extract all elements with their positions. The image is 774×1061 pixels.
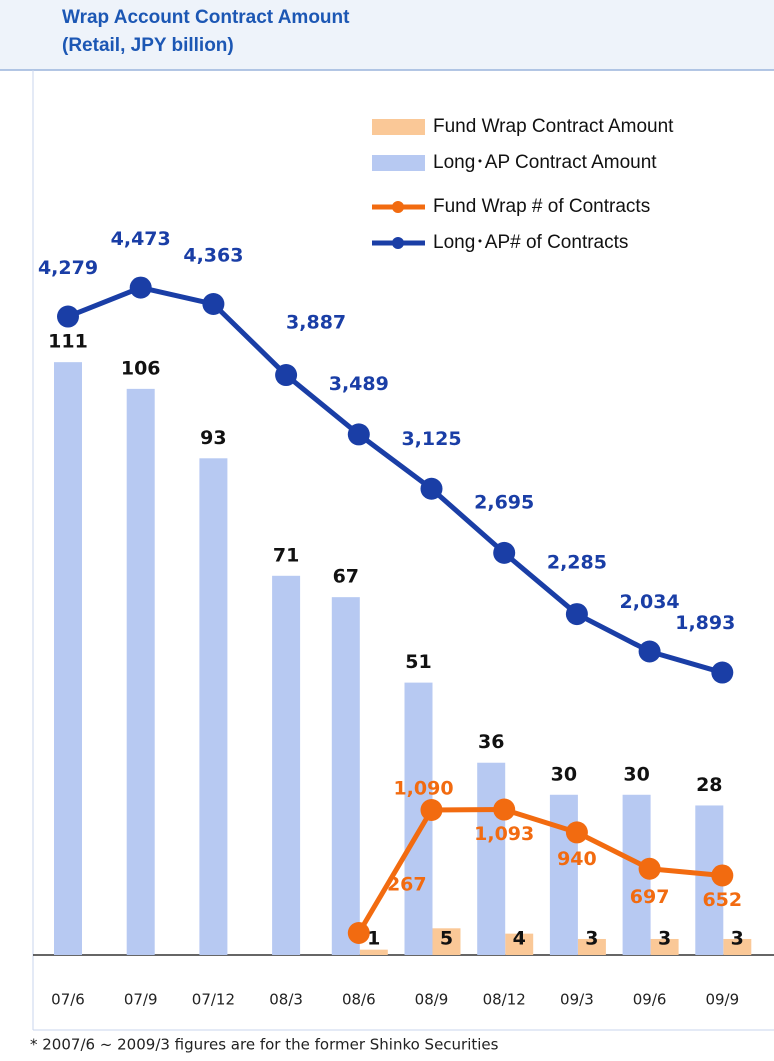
point [420,798,443,821]
x-tick-label: 08/3 [269,991,303,1009]
legend-label: Fund Wrap # of Contracts [433,196,650,217]
x-tick-label: 08/12 [483,991,526,1009]
x-tick-label: 09/3 [560,991,594,1009]
data-label: 4,473 [111,228,171,250]
data-label: 3 [731,928,744,950]
data-label: 697 [630,886,670,908]
data-label: 2,695 [474,491,534,513]
x-tick-label: 09/9 [705,991,739,1009]
data-label: 3 [658,928,671,950]
data-label: 4,363 [183,245,243,267]
line [356,807,723,935]
bar [331,597,360,955]
data-label: 2,034 [620,591,680,613]
x-tick-label: 09/6 [633,991,667,1009]
point [493,541,516,564]
data-label: 51 [405,651,431,673]
point [347,922,370,945]
point [565,821,588,844]
data-label: 267 [387,874,427,896]
x-tick-label: 08/9 [415,991,449,1009]
header-band [0,0,774,70]
point [638,640,661,663]
point [347,423,370,446]
data-label: 106 [121,357,161,379]
legend-swatch [392,201,404,213]
footnote: * 2007/6 ~ 2009/3 figures are for the fo… [30,1036,499,1054]
data-label: 36 [478,731,504,753]
bar [505,933,534,955]
data-label: 940 [557,848,597,870]
point [202,293,225,316]
bar [723,938,752,955]
bar [199,458,228,955]
point [638,857,661,880]
data-label: 30 [551,763,577,785]
point [57,305,79,328]
data-label: 3,125 [401,428,461,450]
data-label: 30 [623,763,649,785]
x-tick-label: 07/9 [124,991,158,1009]
line [67,285,723,675]
point [711,864,734,887]
data-label: 71 [273,544,299,566]
data-label: 1,893 [675,612,735,634]
chart-subtitle: (Retail, JPY billion) [62,35,234,56]
x-tick-label: 07/12 [192,991,235,1009]
bar [432,928,461,955]
point [711,661,734,684]
data-label: 3,489 [329,373,389,395]
legend-swatch [372,119,425,135]
bar [549,794,578,955]
point [565,603,588,626]
bar [650,938,679,955]
bar [477,762,506,955]
data-label: 3 [585,928,598,950]
point [420,477,443,500]
data-label: 2,285 [547,552,607,574]
data-label: 3,887 [286,312,346,334]
data-label: 93 [200,427,226,449]
bar [126,388,155,955]
x-tick-label: 08/6 [342,991,376,1009]
data-label: 1,093 [474,823,534,845]
data-label: 67 [333,566,359,588]
legend-label: Long･AP Contract Amount [433,152,657,173]
legend-label: Long･AP# of Contracts [433,232,628,253]
bar [272,575,301,955]
data-label: 111 [48,331,88,353]
data-label: 28 [696,774,722,796]
x-tick-label: 07/6 [51,991,85,1009]
legend-label: Fund Wrap Contract Amount [433,116,674,137]
data-label: 5 [440,928,453,950]
data-label: 652 [702,889,742,911]
data-label: 4 [513,928,526,950]
legend-swatch [392,237,404,249]
point [493,798,516,821]
data-label: 1,090 [393,777,453,799]
bar [54,362,82,956]
point [129,276,152,299]
bar [359,949,388,955]
data-label: 4,279 [38,257,98,279]
data-label: 1 [367,928,380,950]
bar [577,938,606,955]
point [275,364,298,387]
chart-title: Wrap Account Contract Amount [62,7,350,28]
legend-swatch [372,155,425,171]
